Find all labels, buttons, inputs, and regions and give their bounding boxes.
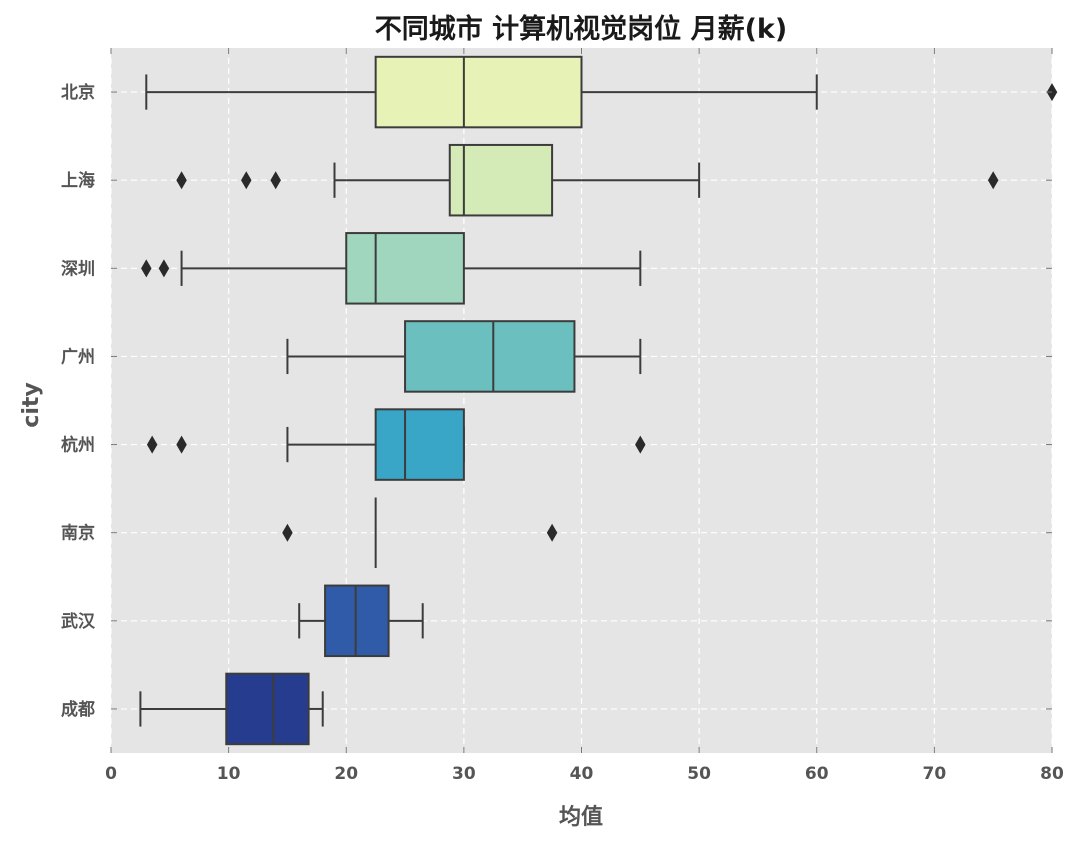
y-tick-label: 广州 [61, 346, 95, 367]
x-tick-label: 30 [452, 764, 476, 784]
x-tick-label: 70 [923, 764, 947, 784]
outlier-point [635, 435, 646, 454]
box-1 [145, 55, 1058, 129]
box-8 [139, 672, 324, 746]
box-plots [139, 55, 1058, 746]
y-tick-label: 武汉 [61, 611, 96, 632]
outlier-point [987, 171, 999, 190]
outlier-point [546, 523, 558, 542]
y-tick-label: 杭州 [61, 435, 95, 456]
box-iqr [345, 232, 465, 305]
x-tick-label: 80 [1040, 764, 1064, 784]
x-tick-label: 20 [334, 764, 358, 784]
box-iqr [404, 320, 576, 393]
x-tick-label: 0 [105, 764, 117, 784]
box-iqr [374, 408, 465, 481]
box-7 [298, 584, 424, 658]
box-6 [282, 497, 558, 568]
y-axis-label: city [19, 382, 44, 427]
box-iqr [374, 55, 583, 129]
outlier-point [282, 523, 293, 542]
y-tick-label: 北京 [61, 82, 95, 103]
box-iqr [448, 143, 554, 217]
x-tick-label: 60 [805, 764, 829, 784]
outlier-point [158, 259, 170, 278]
outlier-point [241, 171, 252, 190]
outlier-point [141, 259, 152, 278]
y-tick-label: 南京 [61, 523, 95, 544]
outlier-point [270, 171, 281, 190]
box-5 [146, 408, 646, 481]
outlier-point [146, 435, 158, 454]
box-iqr [324, 584, 390, 658]
y-tick-label: 深圳 [61, 258, 95, 279]
box-4 [286, 320, 642, 393]
outlier-point [176, 435, 187, 454]
x-tick-label: 40 [570, 764, 594, 784]
box-3 [141, 232, 642, 305]
chart-title: 不同城市 计算机视觉岗位 月薪(k) [375, 13, 787, 45]
x-tick-label: 10 [217, 764, 241, 784]
box-2 [176, 143, 999, 217]
box-iqr [225, 672, 310, 746]
y-tick-label: 成都 [61, 699, 95, 720]
y-tick-label: 上海 [61, 170, 95, 191]
grid-lines [110, 48, 1053, 753]
x-tick-label: 50 [687, 764, 711, 784]
x-axis-label: 均值 [559, 804, 603, 830]
outlier-point [176, 171, 187, 190]
